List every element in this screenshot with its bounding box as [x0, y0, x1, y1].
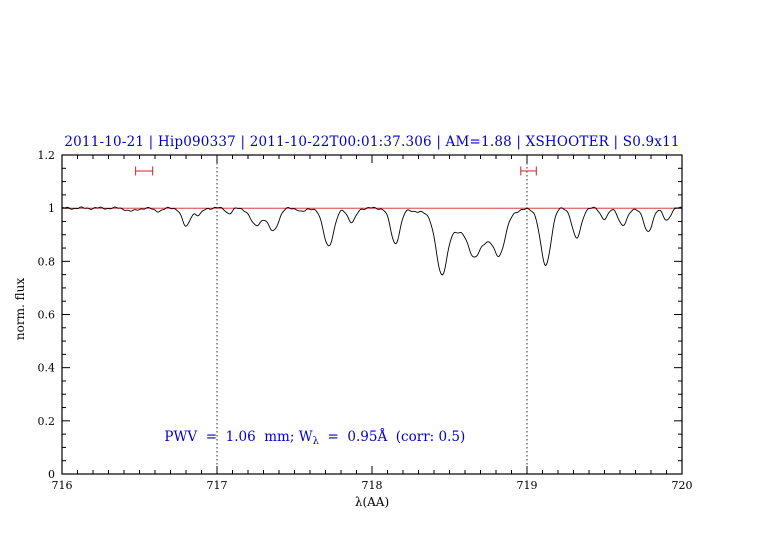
y-axis-tick-label: 0.8 [38, 255, 56, 268]
x-axis-tick-label: 720 [672, 479, 693, 492]
x-axis-tick-label: 718 [362, 479, 383, 492]
y-axis-tick-label: 1 [48, 202, 55, 215]
pwv-annotation-subscript: λ [312, 435, 319, 447]
y-axis-tick-label: 0.2 [38, 415, 56, 428]
y-axis-tick-label: 0.4 [38, 362, 56, 375]
x-axis-tick-label: 717 [207, 479, 228, 492]
x-axis-label: λ(AA) [354, 495, 390, 509]
y-axis-tick-label: 0.6 [38, 309, 56, 322]
pwv-annotation: PWV = 1.06 mm; Wλ = 0.95Å (corr: 0.5) [147, 413, 465, 463]
y-axis-tick-label: 0 [48, 468, 55, 481]
x-axis-tick-label: 719 [517, 479, 538, 492]
x-axis-tick-label: 716 [52, 479, 73, 492]
telluric-band-marker [520, 166, 537, 176]
plot-title: 2011-10-21 | Hip090337 | 2011-10-22T00:0… [64, 134, 680, 150]
telluric-band-marker [135, 166, 154, 176]
pwv-annotation-suffix: = 0.95Å (corr: 0.5) [318, 428, 466, 445]
y-axis-tick-label: 1.2 [38, 149, 56, 162]
spectrum-line [62, 206, 682, 276]
pwv-annotation-prefix: PWV = 1.06 mm; W [164, 428, 313, 445]
